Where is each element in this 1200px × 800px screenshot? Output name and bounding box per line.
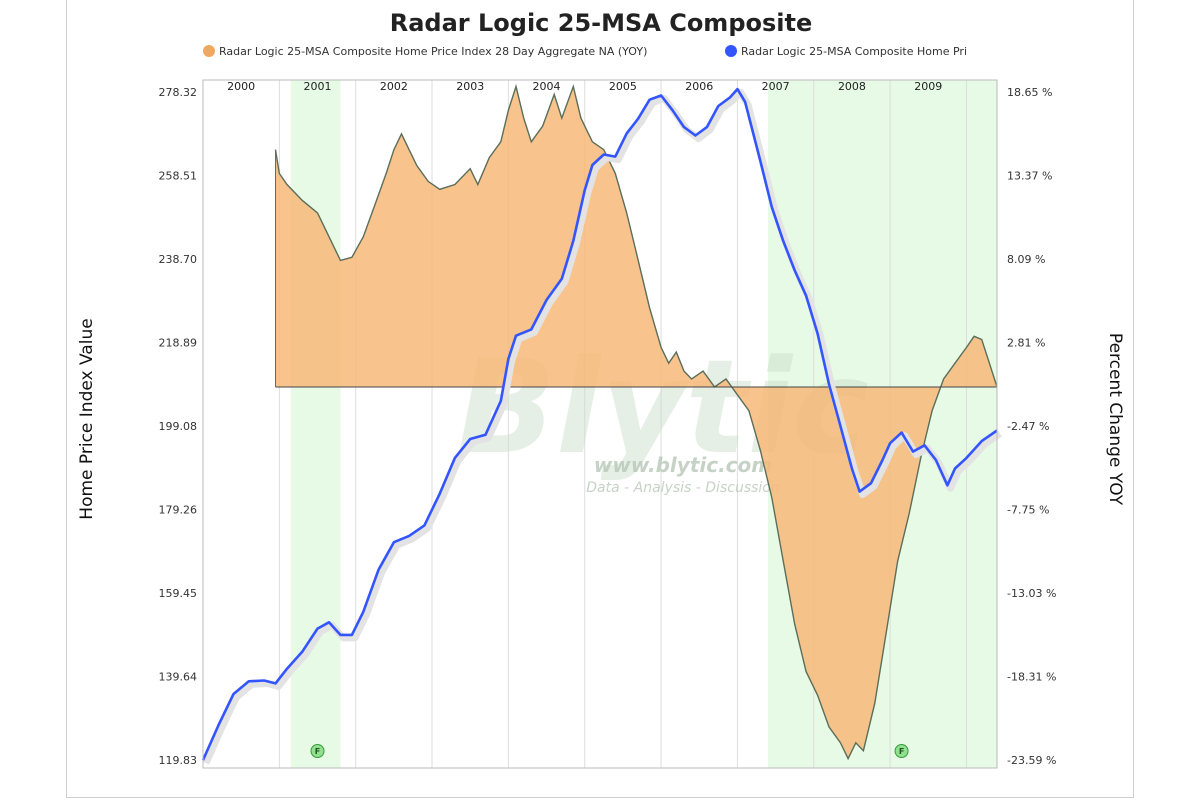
event-flag-marker[interactable]: F <box>894 744 909 758</box>
yoy-area-outline <box>274 83 998 761</box>
left-tick-label: 258.51 <box>159 169 198 182</box>
year-label: 2002 <box>380 80 408 93</box>
watermark-tagline: Data - Analysis - Discussion <box>586 480 779 496</box>
left-tick-label: 218.89 <box>159 336 198 349</box>
year-label: 2006 <box>685 80 713 93</box>
recession-band <box>290 80 341 768</box>
left-axis-ticks: 278.32 258.51 238.70 218.89 199.08 179.26 159.… <box>159 86 198 767</box>
left-axis-title: Home Price Index Value <box>77 318 97 519</box>
right-tick-label: -7.75 % <box>1007 504 1049 517</box>
year-label: 2001 <box>304 80 332 93</box>
right-tick-label: -2.47 % <box>1007 420 1049 433</box>
right-tick-label: 2.81 % <box>1007 337 1045 350</box>
watermark-url: www.blytic.com <box>594 453 772 477</box>
year-label: 2004 <box>533 80 561 93</box>
year-label: 2007 <box>762 80 790 93</box>
event-flag-label: F <box>899 747 904 756</box>
right-axis-ticks: 18.65 % 13.37 % 8.09 % 2.81 % -2.47 % -7.75 %… <box>1007 86 1056 767</box>
right-tick-label: -18.31 % <box>1007 671 1056 684</box>
chart-frame: Radar Logic 25-MSA Composite Radar Logic… <box>66 0 1134 798</box>
legend: Radar Logic 25-MSA Composite Home Price … <box>203 45 967 58</box>
right-axis-title: Percent Change YOY <box>1105 333 1125 506</box>
year-labels: 2000 2001 2002 2003 2004 2005 2006 2007 2008 2009 <box>227 80 942 93</box>
year-label: 2005 <box>609 80 637 93</box>
left-tick-label: 179.26 <box>159 504 198 517</box>
yoy-area-fill <box>275 86 997 759</box>
left-tick-label: 139.64 <box>159 671 198 684</box>
year-label: 2000 <box>227 80 255 93</box>
year-label: 2009 <box>914 80 942 93</box>
left-tick-label: 278.32 <box>159 86 198 99</box>
chart: Radar Logic 25-MSA Composite Radar Logic… <box>77 9 1125 769</box>
left-tick-label: 119.83 <box>159 754 198 767</box>
year-label: 2008 <box>838 80 866 93</box>
legend-label-yoy[interactable]: Radar Logic 25-MSA Composite Home Price … <box>219 45 647 58</box>
event-flag-label: F <box>315 747 320 756</box>
legend-marker-yoy <box>203 45 215 57</box>
index-line-series <box>201 87 1002 765</box>
legend-marker-index <box>725 45 737 57</box>
left-tick-label: 159.45 <box>159 587 198 600</box>
yoy-area-series <box>274 83 998 761</box>
left-tick-label: 238.70 <box>159 253 198 266</box>
right-tick-label: 18.65 % <box>1007 86 1052 99</box>
index-line-shadow <box>202 88 1002 765</box>
right-tick-label: 13.37 % <box>1007 170 1052 183</box>
event-flag-marker[interactable]: F <box>310 744 325 758</box>
year-label: 2003 <box>456 80 484 93</box>
plot-border <box>202 79 998 769</box>
left-tick-label: 199.08 <box>159 420 198 433</box>
right-tick-label: -23.59 % <box>1007 754 1056 767</box>
chart-title: Radar Logic 25-MSA Composite <box>390 9 813 37</box>
legend-label-index[interactable]: Radar Logic 25-MSA Composite Home Pri <box>741 45 967 58</box>
right-tick-label: 8.09 % <box>1007 253 1045 266</box>
index-line <box>201 87 998 761</box>
right-tick-label: -13.03 % <box>1007 587 1056 600</box>
